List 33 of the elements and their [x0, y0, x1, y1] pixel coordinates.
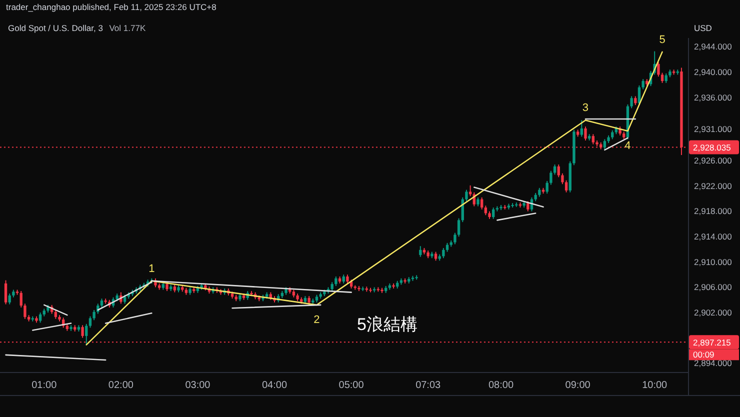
x-tick-label: 04:00: [262, 380, 288, 391]
y-tick-label: 2,936.000: [694, 92, 732, 102]
x-tick-label: 03:00: [185, 380, 211, 391]
y-tick-label: 2,926.000: [694, 156, 732, 166]
y-tick-label: 2,910.000: [694, 256, 732, 267]
y-tick-label: 2,940.000: [694, 67, 732, 78]
y-axis-title: USD: [694, 23, 712, 33]
x-tick-label: 01:00: [32, 380, 58, 391]
y-tick-label: 2,918.000: [694, 206, 732, 216]
x-tick-label: 02:00: [108, 380, 134, 391]
x-tick-label: 05:00: [338, 380, 364, 391]
annotation: 5浪結構: [357, 315, 418, 334]
text: trader_changhao published, Feb 11, 2025 23:26 UTC+8: [6, 2, 217, 12]
annotation: 3: [582, 102, 589, 114]
y-tick-label: 2,906.000: [694, 282, 732, 292]
annotation: 2: [314, 314, 320, 326]
y-tick-label: 2,931.000: [694, 124, 732, 134]
x-tick-label: 10:00: [642, 380, 668, 391]
x-tick-label: 09:00: [565, 380, 591, 391]
x-tick-label: 07:03: [416, 380, 442, 391]
annotation: 5: [659, 34, 666, 46]
x-tick-label: 08:00: [488, 380, 514, 391]
title: Gold Spot / U.S. Dollar, 3 Vol 1.77K: [8, 23, 146, 33]
y-tick-label: 2,914.000: [694, 231, 732, 242]
annotation: 4: [624, 140, 631, 152]
ref-line-label: 2,897.215: [693, 338, 732, 348]
ref-line-label: 2,928.035: [693, 142, 732, 153]
y-tick-label: 2,944.000: [694, 42, 732, 52]
annotation: 1: [148, 262, 155, 275]
text: 00:09: [693, 350, 715, 360]
y-tick-label: 2,922.000: [694, 180, 732, 191]
y-tick-label: 2,902.000: [694, 307, 732, 318]
y-tick-label: 2,894.000: [694, 358, 732, 368]
